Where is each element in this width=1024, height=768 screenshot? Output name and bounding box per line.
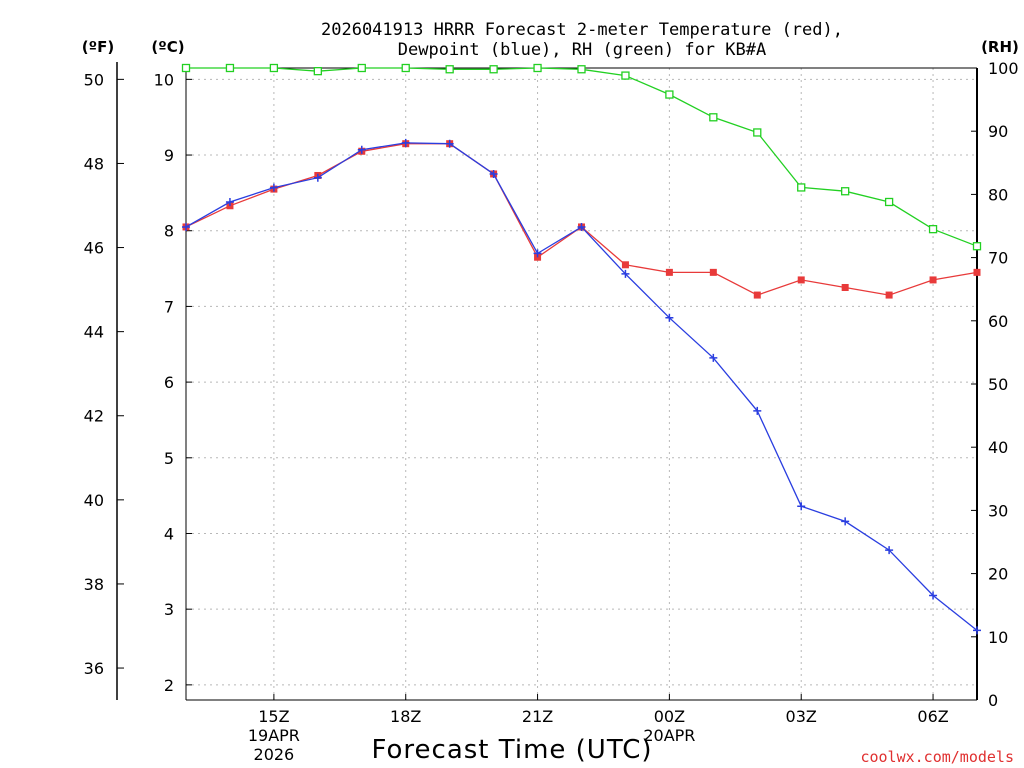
temperature-point — [753, 291, 761, 299]
celsius-tick-label: 8 — [164, 222, 174, 241]
rh-point — [533, 63, 542, 73]
fahrenheit-tick-label: 48 — [84, 154, 104, 173]
dewpoint-point — [445, 139, 454, 148]
chart-title-line2: Dewpoint (blue), RH (green) for KB#A — [398, 40, 766, 60]
fahrenheit-unit-label: (ºF) — [82, 38, 114, 56]
rh-tick-label: 30 — [988, 501, 1008, 520]
celsius-tick-label: 3 — [164, 600, 174, 619]
dewpoint-point — [621, 269, 630, 278]
rh-tick-label: 80 — [988, 185, 1008, 204]
celsius-tick-label: 6 — [164, 373, 174, 392]
x-tick-label: 15Z — [258, 707, 289, 726]
axes-layer: 3638404244464850234567891001020304050607… — [84, 59, 1019, 764]
dewpoint-point — [533, 249, 542, 258]
rh-point — [445, 65, 454, 74]
dewpoint-point — [973, 626, 981, 635]
rh-point — [665, 90, 674, 99]
fahrenheit-tick-label: 42 — [84, 407, 104, 426]
x-tick-label: 03Z — [786, 707, 817, 726]
rh-point — [753, 128, 762, 137]
dewpoint-point — [929, 591, 938, 600]
temperature-point — [885, 291, 893, 299]
fahrenheit-tick-label: 50 — [84, 70, 104, 89]
x-tick-label: 00Z — [654, 707, 685, 726]
dewpoint-point — [269, 183, 278, 192]
chart-title-line1: 2026041913 HRRR Forecast 2-meter Tempera… — [321, 20, 843, 40]
dewpoint-point — [797, 502, 806, 511]
dewpoint-point — [357, 145, 366, 154]
rh-point — [797, 183, 806, 192]
rh-point — [401, 63, 410, 73]
dewpoint-point — [182, 222, 190, 231]
rh-point — [357, 63, 366, 73]
grid-layer — [186, 68, 977, 700]
rh-tick-label: 70 — [988, 249, 1008, 268]
x-tick-label: 18Z — [390, 707, 421, 726]
dewpoint-point — [709, 353, 718, 362]
dewpoint-point — [841, 517, 850, 526]
rh-line — [186, 67, 978, 247]
rh-unit-label: (RH) — [981, 38, 1019, 56]
x-tick-date: 19APR — [248, 726, 300, 745]
rh-point — [621, 71, 630, 80]
dewpoint-point — [577, 222, 586, 231]
rh-point — [884, 197, 894, 207]
rh-tick-label: 40 — [988, 438, 1008, 457]
dewpoint-point — [225, 197, 234, 206]
series-layer — [181, 63, 982, 635]
rh-point — [269, 63, 279, 73]
rh-tick-label: 20 — [988, 565, 1008, 584]
rh-tick-label: 10 — [988, 628, 1008, 647]
celsius-unit-label: (ºC) — [151, 38, 184, 56]
rh-point — [928, 225, 938, 234]
rh-tick-label: 100 — [988, 59, 1019, 78]
temperature-line — [185, 143, 978, 296]
celsius-tick-label: 2 — [164, 676, 174, 695]
celsius-tick-label: 5 — [164, 449, 174, 468]
celsius-tick-label: 4 — [164, 524, 174, 543]
celsius-tick-label: 9 — [164, 146, 174, 165]
x-tick-date: 20APR — [643, 726, 695, 745]
dewpoint-point — [665, 313, 674, 322]
rh-tick-label: 0 — [988, 691, 998, 710]
rh-point — [972, 242, 982, 251]
dewpoint-point — [489, 169, 498, 178]
x-axis-label: Forecast Time (UTC) — [371, 735, 652, 765]
celsius-tick-label: 7 — [164, 297, 174, 316]
fahrenheit-tick-label: 38 — [84, 575, 104, 594]
dewpoint-point — [401, 138, 410, 147]
fahrenheit-tick-label: 40 — [84, 491, 104, 510]
temperature-point — [929, 276, 937, 284]
temperature-point — [973, 268, 981, 276]
rh-point — [181, 63, 191, 73]
temperature-point — [665, 268, 673, 276]
temperature-point — [709, 268, 717, 276]
rh-point — [489, 65, 498, 74]
dewpoint-point — [885, 546, 894, 555]
x-tick-label: 06Z — [917, 707, 948, 726]
credit-text: coolwx.com/models — [860, 748, 1014, 766]
fahrenheit-tick-label: 46 — [84, 239, 104, 258]
rh-point — [577, 65, 586, 74]
x-tick-year: 2026 — [254, 745, 295, 764]
dewpoint-point — [313, 173, 322, 182]
celsius-tick-label: 10 — [154, 70, 174, 89]
rh-point — [841, 187, 850, 196]
rh-tick-label: 50 — [988, 375, 1008, 394]
rh-tick-label: 60 — [988, 312, 1008, 331]
temperature-point — [797, 276, 805, 284]
rh-point — [225, 63, 235, 73]
rh-point — [313, 67, 322, 76]
x-tick-label: 21Z — [522, 707, 553, 726]
dewpoint-point — [753, 406, 762, 415]
fahrenheit-tick-label: 36 — [84, 659, 104, 678]
rh-point — [709, 113, 718, 122]
dewpoint-line — [185, 142, 978, 631]
temperature-point — [621, 261, 629, 269]
rh-tick-label: 90 — [988, 122, 1008, 141]
temperature-point — [841, 283, 849, 291]
fahrenheit-tick-label: 44 — [84, 323, 104, 342]
